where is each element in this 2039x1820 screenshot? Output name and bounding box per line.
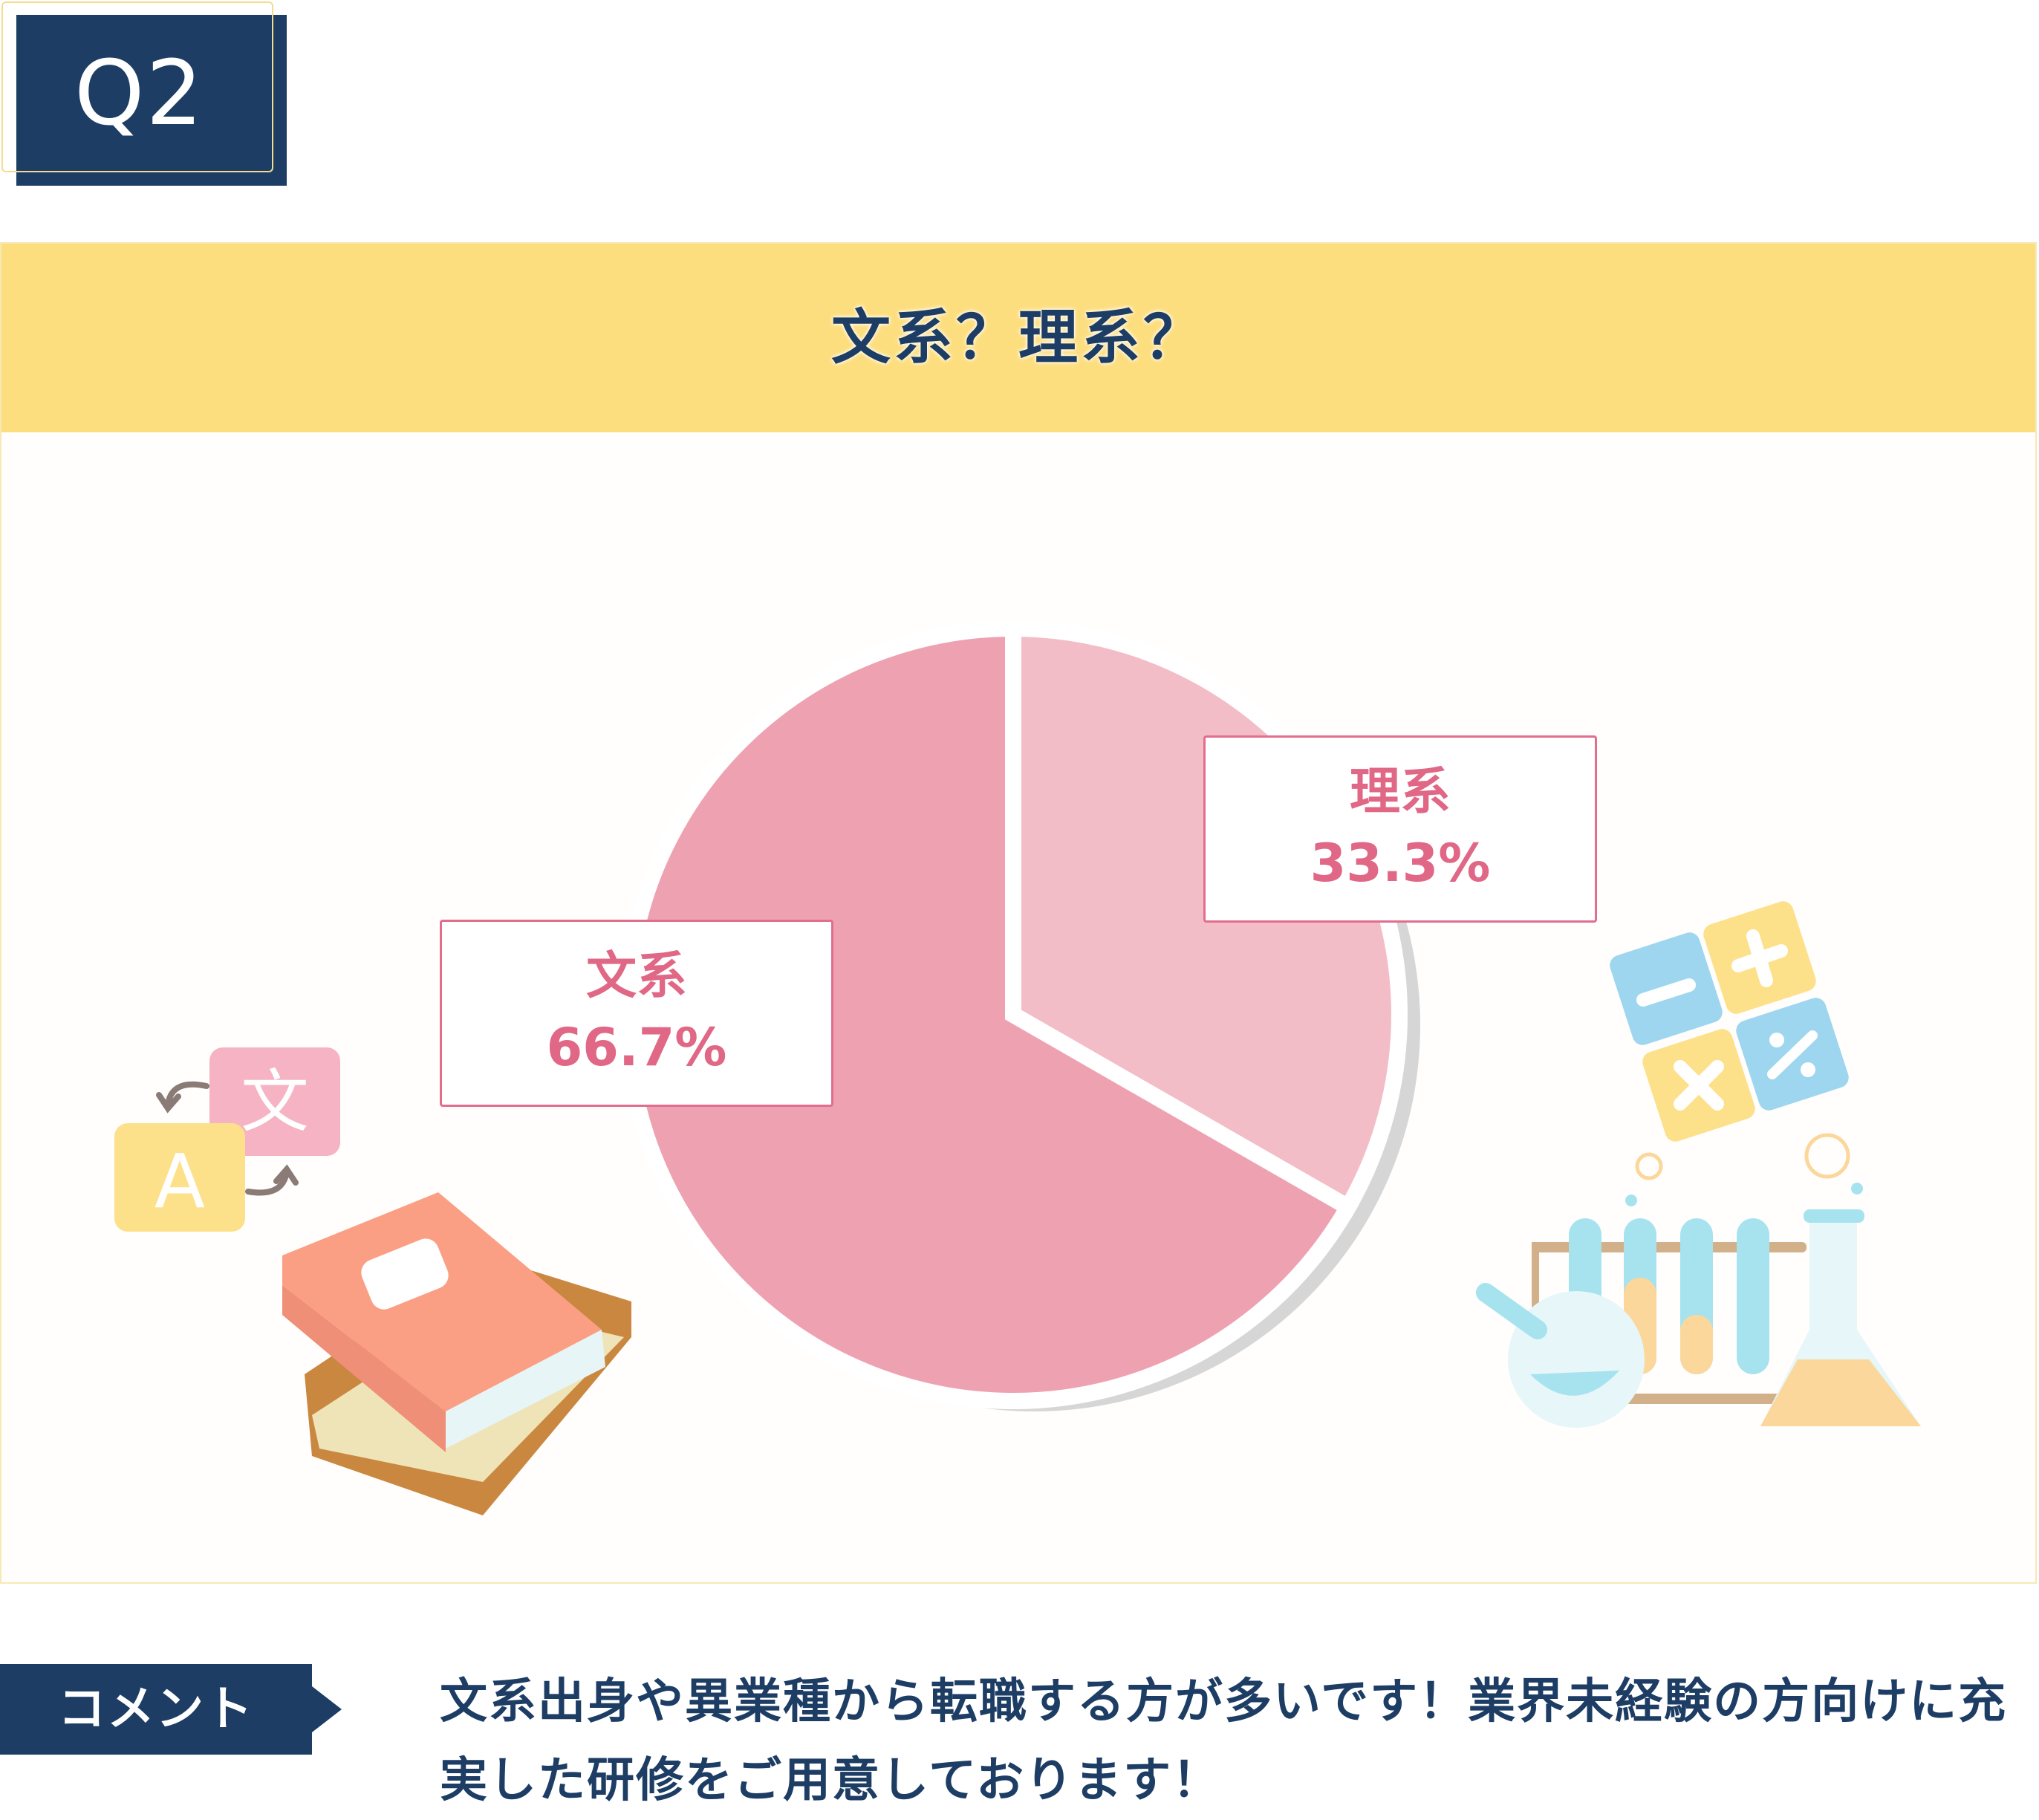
pie-label-name: 文系 xyxy=(585,947,687,1006)
pie-label-value: 66.7% xyxy=(546,1017,727,1078)
comment-text: 文系出身や異業種から転職する方が多いです！業界未経験の方向けに充実した研修をご用… xyxy=(440,1674,2008,1808)
translate-icon: 文 A xyxy=(114,1047,340,1232)
svg-text:文: 文 xyxy=(241,1062,309,1142)
panel-title: 文系？理系？ xyxy=(831,303,1206,372)
pie-label-name: 理系 xyxy=(1349,763,1451,822)
pie-label-box-bunkei: 文系 66.7% xyxy=(440,920,833,1107)
books-icon xyxy=(282,1192,631,1515)
pie-label-box-rike: 理系 33.3% xyxy=(1203,735,1597,923)
calculator-icon xyxy=(1610,901,1849,1142)
badge-outline xyxy=(1,1,273,172)
svg-text:A: A xyxy=(155,1138,205,1225)
question-number: Q2 xyxy=(74,42,204,146)
pie-slice-bunkei xyxy=(619,620,1359,1409)
comment-tag: コメント xyxy=(0,1664,312,1755)
panel-header xyxy=(1,244,2035,432)
lab-glassware-icon xyxy=(1476,1133,1921,1428)
comment-tag-arrow xyxy=(312,1686,342,1732)
pie-label-value: 33.3% xyxy=(1310,833,1491,894)
question-number-badge: Q2 xyxy=(1,1,287,186)
